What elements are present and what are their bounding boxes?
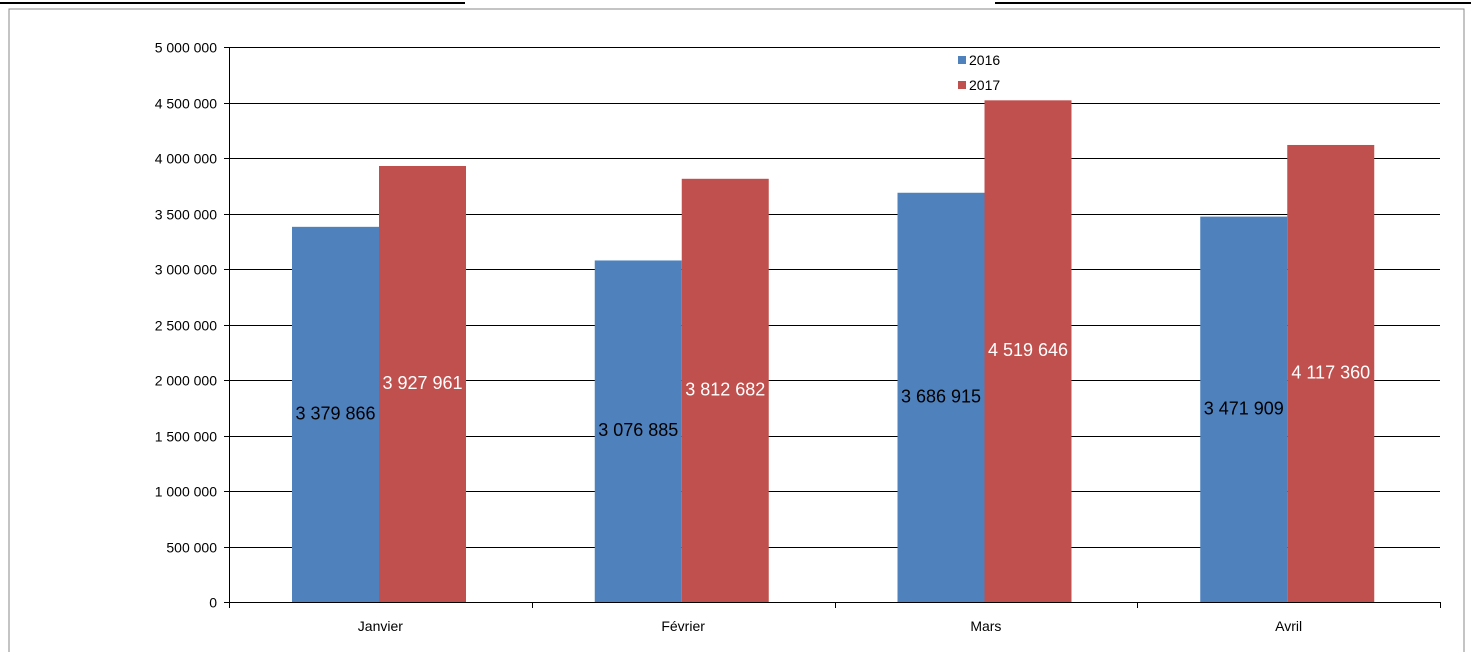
legend-label: 2016 bbox=[969, 52, 1000, 68]
y-tick-label: 4 500 000 bbox=[155, 96, 217, 112]
x-tick-labels: Janvier Février Mars Avril bbox=[358, 618, 1302, 634]
bar-2016-mars bbox=[897, 192, 985, 602]
y-tick-label: 1 000 000 bbox=[155, 484, 217, 500]
bar-2016-janvier bbox=[292, 226, 379, 602]
chart-border bbox=[8, 8, 1465, 652]
data-label: 3 471 909 bbox=[1204, 398, 1284, 418]
y-tick-label: 500 000 bbox=[166, 540, 217, 556]
bars bbox=[292, 100, 1375, 603]
data-label: 4 519 646 bbox=[988, 340, 1068, 360]
y-tick-label: 5 000 000 bbox=[155, 40, 217, 56]
y-tick-label: 0 bbox=[209, 595, 217, 611]
data-label: 3 812 682 bbox=[685, 379, 765, 399]
x-tick-label: Mars bbox=[970, 618, 1001, 634]
y-tick-label: 3 000 000 bbox=[155, 262, 217, 278]
data-label: 4 117 360 bbox=[1291, 362, 1370, 382]
legend-swatch-2017 bbox=[958, 81, 966, 89]
axes bbox=[224, 47, 1441, 608]
data-label: 3 379 866 bbox=[295, 403, 375, 423]
legend-label: 2017 bbox=[969, 77, 1000, 93]
legend-swatch-2016 bbox=[958, 56, 966, 64]
y-tick-label: 3 500 000 bbox=[155, 207, 217, 223]
y-tick-label: 2 000 000 bbox=[155, 373, 217, 389]
bar-2017-avril bbox=[1287, 144, 1375, 603]
y-tick-label: 2 500 000 bbox=[155, 318, 217, 334]
y-tick-label: 4 000 000 bbox=[155, 151, 217, 167]
bar-2016-avril bbox=[1200, 216, 1288, 602]
bar-2017-mars bbox=[984, 100, 1072, 602]
data-label: 3 686 915 bbox=[901, 386, 981, 406]
x-tick-label: Avril bbox=[1275, 618, 1302, 634]
x-tick-label: Janvier bbox=[358, 618, 403, 634]
bar-2017-janvier bbox=[379, 165, 466, 602]
y-tick-labels: 0 500 000 1 000 000 1 500 000 2 000 000 2 500… bbox=[155, 40, 218, 611]
x-tick-label: Février bbox=[661, 618, 705, 634]
bar-2017-février bbox=[681, 178, 769, 602]
data-labels: 3 379 866 3 927 961 3 076 885 3 812 682 3 68… bbox=[295, 340, 1370, 440]
y-tick-label: 1 500 000 bbox=[155, 429, 217, 445]
data-label: 3 927 961 bbox=[382, 373, 462, 393]
bar-2016-février bbox=[594, 260, 682, 602]
legend: 2016 2017 bbox=[958, 52, 1000, 93]
data-label: 3 076 885 bbox=[598, 420, 678, 440]
